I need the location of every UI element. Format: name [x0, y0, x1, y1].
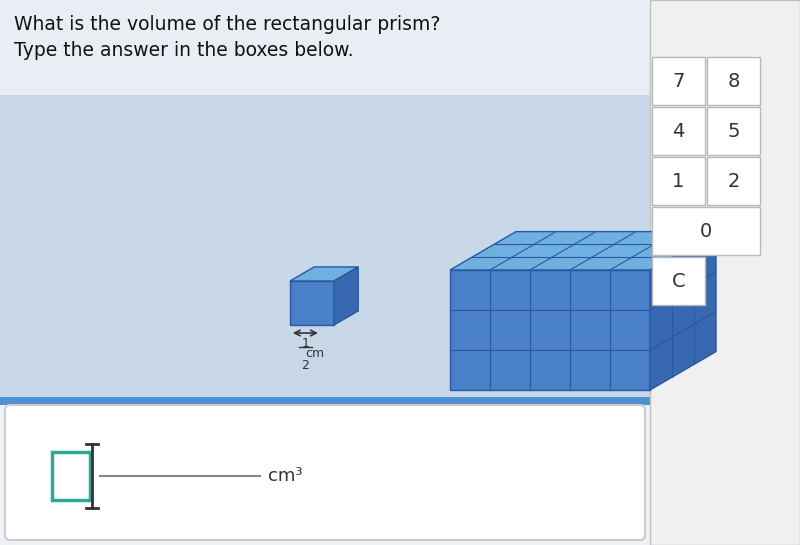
Text: 7: 7 [672, 71, 685, 90]
FancyBboxPatch shape [650, 0, 800, 545]
FancyBboxPatch shape [5, 405, 645, 540]
Text: 1: 1 [302, 337, 310, 350]
FancyBboxPatch shape [0, 95, 800, 400]
FancyBboxPatch shape [652, 107, 705, 155]
FancyBboxPatch shape [652, 257, 705, 305]
Polygon shape [650, 232, 716, 390]
Polygon shape [450, 270, 650, 390]
Polygon shape [334, 267, 358, 325]
Polygon shape [290, 267, 358, 281]
Text: cm³: cm³ [268, 467, 302, 485]
Polygon shape [450, 232, 716, 270]
Text: What is the volume of the rectangular prism?: What is the volume of the rectangular pr… [14, 15, 440, 34]
Text: 5: 5 [727, 122, 740, 141]
Text: cm: cm [306, 347, 325, 360]
FancyBboxPatch shape [707, 107, 760, 155]
Text: Type the answer in the boxes below.: Type the answer in the boxes below. [14, 41, 354, 60]
FancyBboxPatch shape [652, 57, 705, 105]
FancyBboxPatch shape [0, 0, 800, 95]
Polygon shape [290, 281, 334, 325]
FancyBboxPatch shape [0, 400, 800, 545]
Text: 2: 2 [302, 359, 310, 372]
FancyBboxPatch shape [707, 57, 760, 105]
FancyBboxPatch shape [652, 207, 760, 255]
Text: 4: 4 [672, 122, 685, 141]
FancyBboxPatch shape [707, 157, 760, 205]
Text: C: C [672, 271, 686, 290]
Text: 1: 1 [672, 172, 685, 191]
FancyBboxPatch shape [0, 397, 800, 405]
FancyBboxPatch shape [652, 157, 705, 205]
Text: 8: 8 [727, 71, 740, 90]
Text: 0: 0 [700, 221, 712, 240]
Text: 2: 2 [727, 172, 740, 191]
